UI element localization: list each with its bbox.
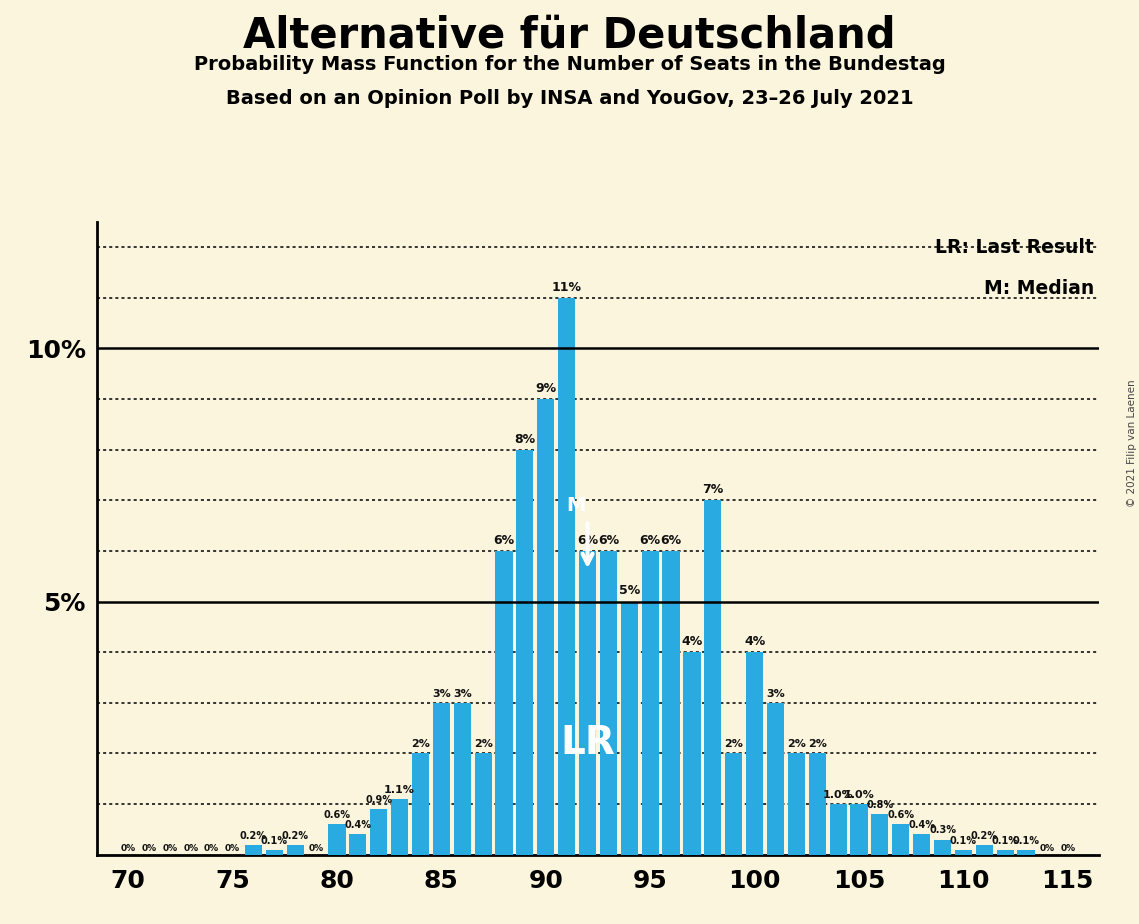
Text: 6%: 6% [577, 534, 598, 547]
Bar [328, 824, 345, 855]
Text: 0%: 0% [226, 844, 240, 853]
Text: 2%: 2% [411, 739, 429, 749]
Bar [350, 834, 367, 855]
Text: 6%: 6% [661, 534, 681, 547]
Text: 0.3%: 0.3% [929, 825, 956, 835]
Bar [809, 753, 826, 855]
Text: 0%: 0% [121, 844, 136, 853]
Text: 0%: 0% [1040, 844, 1055, 853]
Bar [495, 551, 513, 855]
Text: 1.0%: 1.0% [844, 790, 875, 800]
Text: LR: Last Result: LR: Last Result [935, 237, 1095, 257]
Bar [412, 753, 429, 855]
Text: 0.6%: 0.6% [887, 810, 915, 821]
Text: 0%: 0% [183, 844, 198, 853]
Text: 0%: 0% [141, 844, 156, 853]
Text: Alternative für Deutschland: Alternative für Deutschland [244, 15, 895, 56]
Bar [579, 551, 596, 855]
Bar [704, 500, 721, 855]
Bar [538, 399, 555, 855]
Text: 1.0%: 1.0% [822, 790, 853, 800]
Bar [265, 850, 282, 855]
Text: 4%: 4% [744, 635, 765, 648]
Bar [997, 850, 1014, 855]
Bar [934, 840, 951, 855]
Text: M: Median: M: Median [984, 279, 1095, 298]
Text: 0.2%: 0.2% [240, 831, 267, 841]
Text: 2%: 2% [474, 739, 492, 749]
Bar [871, 814, 888, 855]
Bar [788, 753, 805, 855]
Bar [976, 845, 993, 855]
Bar [851, 804, 868, 855]
Bar [829, 804, 846, 855]
Bar [726, 753, 743, 855]
Bar [621, 602, 638, 855]
Text: 2%: 2% [787, 739, 805, 749]
Text: 0.9%: 0.9% [366, 795, 392, 805]
Text: 0.4%: 0.4% [344, 821, 371, 831]
Text: 0.1%: 0.1% [992, 835, 1018, 845]
Text: 0.2%: 0.2% [281, 831, 309, 841]
Text: 3%: 3% [767, 688, 785, 699]
Text: 6%: 6% [598, 534, 618, 547]
Text: 0.2%: 0.2% [970, 831, 998, 841]
Text: 9%: 9% [535, 382, 556, 395]
Text: 0.6%: 0.6% [323, 810, 351, 821]
Text: 6%: 6% [640, 534, 661, 547]
Bar [287, 845, 304, 855]
Bar [433, 703, 450, 855]
Bar [683, 652, 700, 855]
Bar [641, 551, 658, 855]
Text: Based on an Opinion Poll by INSA and YouGov, 23–26 July 2021: Based on an Opinion Poll by INSA and You… [226, 89, 913, 108]
Text: 3%: 3% [453, 688, 472, 699]
Bar [767, 703, 784, 855]
Bar [954, 850, 972, 855]
Bar [245, 845, 262, 855]
Text: LR: LR [560, 724, 615, 762]
Text: 8%: 8% [515, 432, 535, 445]
Text: 0%: 0% [163, 844, 178, 853]
Bar [1017, 850, 1034, 855]
Text: 6%: 6% [493, 534, 515, 547]
Text: M: M [566, 496, 585, 516]
Bar [913, 834, 931, 855]
Text: 0.4%: 0.4% [908, 821, 935, 831]
Bar [370, 809, 387, 855]
Text: 1.1%: 1.1% [384, 785, 415, 795]
Text: 0.1%: 0.1% [1013, 835, 1040, 845]
Bar [558, 298, 575, 855]
Text: 0%: 0% [309, 844, 323, 853]
Bar [516, 450, 533, 855]
Text: 4%: 4% [681, 635, 703, 648]
Text: 0.1%: 0.1% [950, 835, 977, 845]
Bar [453, 703, 470, 855]
Bar [892, 824, 909, 855]
Text: 0%: 0% [204, 844, 219, 853]
Text: 0.1%: 0.1% [261, 835, 288, 845]
Text: 0%: 0% [1060, 844, 1075, 853]
Bar [600, 551, 617, 855]
Text: 11%: 11% [551, 281, 582, 294]
Text: Probability Mass Function for the Number of Seats in the Bundestag: Probability Mass Function for the Number… [194, 55, 945, 75]
Text: © 2021 Filip van Laenen: © 2021 Filip van Laenen [1126, 380, 1137, 507]
Text: 0.8%: 0.8% [867, 800, 893, 810]
Bar [475, 753, 492, 855]
Bar [746, 652, 763, 855]
Bar [391, 799, 408, 855]
Text: 7%: 7% [703, 483, 723, 496]
Bar [663, 551, 680, 855]
Text: 5%: 5% [618, 585, 640, 598]
Text: 3%: 3% [432, 688, 451, 699]
Text: 2%: 2% [808, 739, 827, 749]
Text: 2%: 2% [724, 739, 743, 749]
